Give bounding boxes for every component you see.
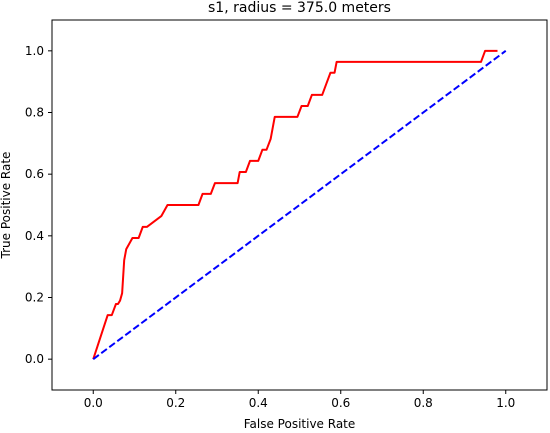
plot-frame (51, 19, 548, 391)
y-tick-label: 0.0 (25, 352, 44, 366)
x-tick-label: 0.6 (331, 396, 350, 410)
x-tick-label: 0.0 (84, 396, 103, 410)
x-tick-label: 0.4 (249, 396, 268, 410)
y-tick-label: 0.8 (25, 106, 44, 120)
y-axis-ticks: 0.0 0.2 0.4 0.6 0.8 1.0 (25, 44, 52, 366)
x-axis-label: False Positive Rate (244, 417, 356, 431)
x-tick-label: 0.8 (414, 396, 433, 410)
roc-curve-line (92, 49, 498, 360)
y-tick-label: 0.4 (25, 229, 44, 243)
y-tick-label: 1.0 (25, 44, 44, 58)
chart-title: s1, radius = 375.0 meters (208, 0, 391, 16)
plot-area (92, 49, 507, 360)
y-tick-label: 0.2 (25, 291, 44, 305)
x-axis-ticks: 0.0 0.2 0.4 0.6 0.8 1.0 (84, 390, 515, 410)
x-tick-label: 0.2 (166, 396, 185, 410)
x-tick-label: 1.0 (496, 396, 515, 410)
y-axis-label: True Positive Rate (0, 152, 13, 260)
y-tick-label: 0.6 (25, 167, 44, 181)
diagonal-reference-line (92, 50, 507, 360)
